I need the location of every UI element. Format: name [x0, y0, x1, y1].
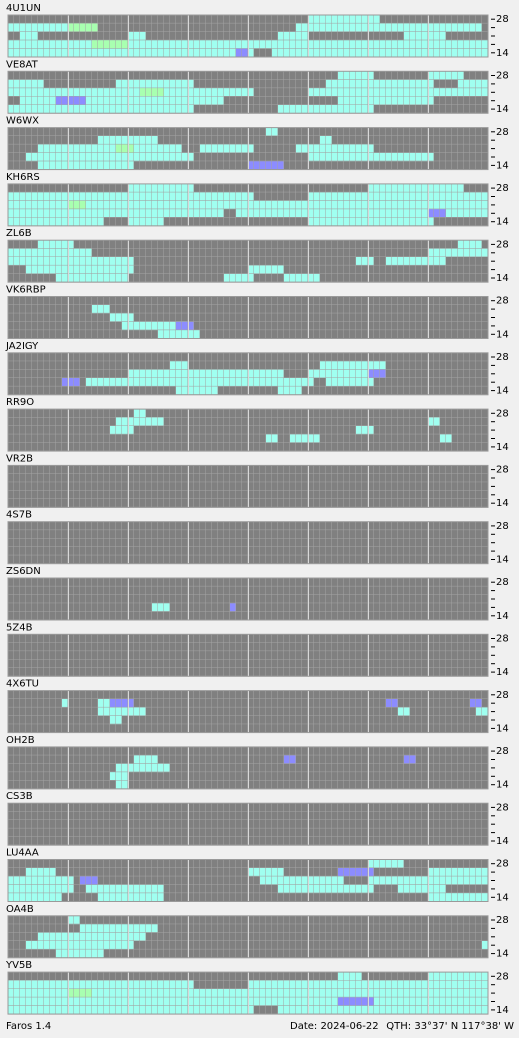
grid-border	[7, 127, 489, 171]
band-label-top: 28	[496, 802, 509, 813]
band-label-bottom: 14	[496, 1005, 509, 1016]
station-name: RR9O	[6, 397, 34, 408]
app-version: Faros 1.4	[6, 1021, 51, 1032]
station-name: 5Z4B	[6, 622, 33, 633]
station-panel: W6WX 28 14	[6, 116, 509, 172]
band-label-top: 28	[496, 971, 509, 982]
station-name: W6WX	[6, 116, 39, 127]
band-label-bottom: 14	[496, 442, 509, 453]
station-name: KH6RS	[6, 172, 40, 183]
band-label-bottom: 14	[496, 611, 509, 622]
station-panel: 4X6TU 28 14	[6, 679, 509, 735]
band-label-top: 28	[496, 634, 509, 645]
station-name: YV5B	[5, 960, 32, 971]
station-name: VE8AT	[6, 59, 39, 70]
grid-border	[7, 859, 489, 902]
grid-border	[7, 577, 489, 621]
band-label-top: 28	[496, 14, 509, 25]
band-label-bottom: 14	[496, 104, 509, 115]
band-label-bottom: 14	[496, 555, 509, 566]
station-name: 4S7B	[6, 510, 32, 521]
band-label-top: 28	[496, 746, 509, 757]
band-label-bottom: 14	[496, 949, 509, 960]
band-label-bottom: 14	[496, 723, 509, 734]
band-label-top: 28	[496, 408, 509, 419]
band-label-bottom: 14	[496, 836, 509, 847]
station-name: VR2B	[6, 453, 33, 464]
band-label-top: 28	[496, 465, 509, 476]
band-label-bottom: 14	[496, 892, 509, 903]
grid-border	[7, 70, 489, 114]
station-panel: ZS6DN 28 14	[6, 566, 509, 622]
station-panel: VR2B 28 14	[6, 453, 509, 509]
grid-border	[7, 239, 489, 283]
station-name: OH2B	[6, 735, 35, 746]
grid-border	[7, 296, 489, 339]
station-panel: ZL6B 28 14	[6, 228, 509, 284]
station-name: CS3B	[6, 791, 33, 802]
band-label-top: 28	[496, 690, 509, 701]
band-label-bottom: 14	[496, 386, 509, 397]
band-label-top: 28	[496, 352, 509, 363]
band-label-bottom: 14	[496, 273, 509, 284]
station-panel: CS3B 28 14	[6, 791, 509, 847]
station-panel: OH2B 28 14	[6, 735, 509, 791]
grid-border	[7, 746, 489, 790]
station-panel: YV5B 28 14	[5, 960, 509, 1016]
station-name: VK6RBP	[6, 285, 46, 296]
station-panel: OA4B 28 14	[6, 904, 509, 960]
band-label-top: 28	[496, 183, 509, 194]
station-panel: JA2IGY 28 14	[5, 341, 509, 397]
station-name: JA2IGY	[5, 341, 39, 352]
station-panel: 5Z4B 28 14	[6, 622, 509, 678]
qth: QTH: 33°37' N 117°38' W	[386, 1021, 514, 1032]
band-label-top: 28	[496, 239, 509, 250]
band-label-top: 28	[496, 296, 509, 307]
band-label-bottom: 14	[496, 217, 509, 228]
band-label-top: 28	[496, 915, 509, 926]
band-label-bottom: 14	[496, 160, 509, 171]
band-label-top: 28	[496, 859, 509, 870]
band-label-bottom: 14	[496, 329, 509, 340]
grid-border	[7, 690, 489, 734]
grid-border	[7, 183, 489, 227]
station-name: 4U1UN	[6, 3, 41, 14]
band-label-top: 28	[496, 127, 509, 138]
grid-border	[7, 971, 489, 1015]
grid-border	[7, 464, 489, 508]
date: Date: 2024-06-22	[290, 1021, 379, 1032]
station-panel: 4U1UN 28 14	[6, 3, 509, 59]
band-label-bottom: 14	[496, 498, 509, 509]
band-label-bottom: 14	[496, 780, 509, 791]
station-name: OA4B	[6, 904, 34, 915]
station-panel: VK6RBP 28 14	[6, 285, 509, 341]
station-panel: KH6RS 28 14	[6, 172, 509, 228]
grid-border	[7, 521, 489, 565]
grid-border	[7, 14, 489, 58]
station-panel: 4S7B 28 14	[6, 510, 509, 566]
band-label-bottom: 14	[496, 667, 509, 678]
station-panel: VE8AT 28 14	[6, 59, 509, 115]
station-panel: LU4AA 28 14	[6, 848, 509, 904]
station-panel: RR9O 28 14	[6, 397, 509, 453]
grid-border	[7, 633, 489, 677]
band-label-top: 28	[496, 577, 509, 588]
band-label-bottom: 14	[496, 48, 509, 59]
band-label-top: 28	[496, 521, 509, 532]
grid-border	[7, 408, 489, 452]
station-name: ZS6DN	[6, 566, 41, 577]
grid-border	[7, 915, 489, 959]
grid-border	[7, 352, 489, 396]
station-name: ZL6B	[6, 228, 32, 239]
station-name: 4X6TU	[6, 679, 39, 690]
band-label-top: 28	[496, 71, 509, 82]
station-name: LU4AA	[6, 848, 39, 859]
grid-border	[7, 802, 489, 846]
